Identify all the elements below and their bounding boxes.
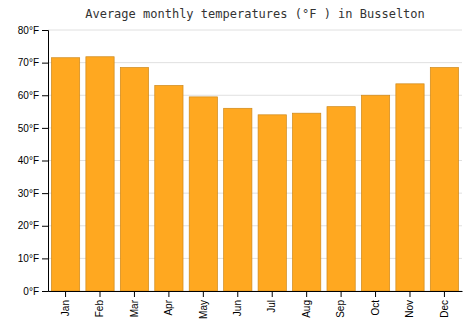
y-tick: 10°F <box>18 253 48 264</box>
y-tick: 60°F <box>18 90 48 101</box>
bar <box>396 84 424 291</box>
y-tick: 30°F <box>18 188 48 199</box>
y-tick-mark <box>42 63 48 64</box>
y-tick: 70°F <box>18 57 48 68</box>
x-tick-mark <box>100 291 101 297</box>
bar <box>293 113 321 291</box>
x-tick-label: Dec <box>439 300 450 318</box>
x-tick-mark <box>203 291 204 297</box>
y-tick-mark <box>42 161 48 162</box>
x-tick-mark <box>168 291 169 297</box>
bars <box>51 57 458 291</box>
x-tick-label: Sep <box>335 300 346 318</box>
x-tick-label: Jul <box>266 300 277 313</box>
title: Average monthly temperatures (°F ) in Bu… <box>85 7 425 21</box>
x-tick-label: Jun <box>232 300 243 316</box>
x-tick-mark <box>134 291 135 297</box>
x-tick: Oct <box>370 291 381 316</box>
bar <box>86 57 114 291</box>
x-tick-label: Feb <box>94 300 105 318</box>
x-tick: Apr <box>163 291 174 316</box>
x-axis-line <box>49 291 463 292</box>
x-tick-mark <box>237 291 238 297</box>
y-tick-label: 20°F <box>18 220 39 231</box>
x-tick: Nov <box>404 291 415 318</box>
grid-line <box>48 30 462 31</box>
y-tick-label: 80°F <box>18 25 39 36</box>
x-axis: Jan Feb Mar Apr May Jun Jul Aug Sep Oct Nov Dec <box>49 291 463 319</box>
x-tick-label: Aug <box>301 300 312 318</box>
plot: 0°F 10°F 20°F 30°F 40°F 50°F 60°F 70°F 80°F Jan Fe… <box>18 25 463 319</box>
x-tick-mark <box>306 291 307 297</box>
bar <box>155 85 183 291</box>
x-tick-mark <box>65 291 66 297</box>
y-tick-label: 60°F <box>18 90 39 101</box>
x-tick: Aug <box>301 291 312 318</box>
y-tick-label: 50°F <box>18 123 39 134</box>
y-tick-mark <box>42 30 48 31</box>
y-tick: 20°F <box>18 220 48 231</box>
x-tick-mark <box>272 291 273 297</box>
y-tick-mark <box>42 291 48 292</box>
x-tick-mark <box>375 291 376 297</box>
y-tick-label: 30°F <box>18 188 39 199</box>
bar <box>430 68 458 291</box>
x-tick: May <box>198 291 209 319</box>
y-tick-mark <box>42 258 48 259</box>
bar <box>120 68 148 291</box>
x-tick-mark <box>341 291 342 297</box>
x-tick: Jan <box>60 291 71 316</box>
y-tick-mark <box>42 128 48 129</box>
x-tick: Mar <box>129 291 140 317</box>
x-tick-mark <box>409 291 410 297</box>
bar <box>327 107 355 291</box>
x-tick: Sep <box>335 291 346 318</box>
x-tick-label: Nov <box>404 300 415 318</box>
y-tick-label: 10°F <box>18 253 39 264</box>
y-axis-line <box>42 31 49 292</box>
bar <box>224 108 252 291</box>
y-axis: 0°F 10°F 20°F 30°F 40°F 50°F 60°F 70°F 80°F <box>18 25 49 297</box>
y-tick: 80°F <box>18 25 48 36</box>
y-tick-mark <box>42 95 48 96</box>
x-tick-label: Jan <box>60 300 71 316</box>
x-tick: Jun <box>232 291 243 316</box>
y-tick-mark <box>42 226 48 227</box>
x-tick-mark <box>444 291 445 297</box>
y-tick: 0°F <box>23 286 48 297</box>
x-tick-label: Mar <box>129 299 140 317</box>
y-tick-label: 40°F <box>18 155 39 166</box>
chart: 0°F 10°F 20°F 30°F 40°F 50°F 60°F 70°F 80°F Jan Fe… <box>0 0 474 331</box>
bar <box>189 97 217 291</box>
y-tick: 50°F <box>18 123 48 134</box>
x-tick-label: Oct <box>370 300 381 316</box>
x-tick-label: May <box>198 300 209 319</box>
x-tick: Feb <box>94 291 105 317</box>
y-tick: 40°F <box>18 155 48 166</box>
bar <box>51 58 79 291</box>
y-tick-mark <box>42 193 48 194</box>
y-tick-label: 70°F <box>18 57 39 68</box>
grid <box>48 30 462 291</box>
x-tick: Dec <box>439 291 450 318</box>
bar <box>361 95 389 291</box>
x-tick-label: Apr <box>163 299 174 315</box>
y-tick-label: 0°F <box>23 286 39 297</box>
x-tick: Jul <box>266 291 277 313</box>
bar <box>258 115 286 291</box>
